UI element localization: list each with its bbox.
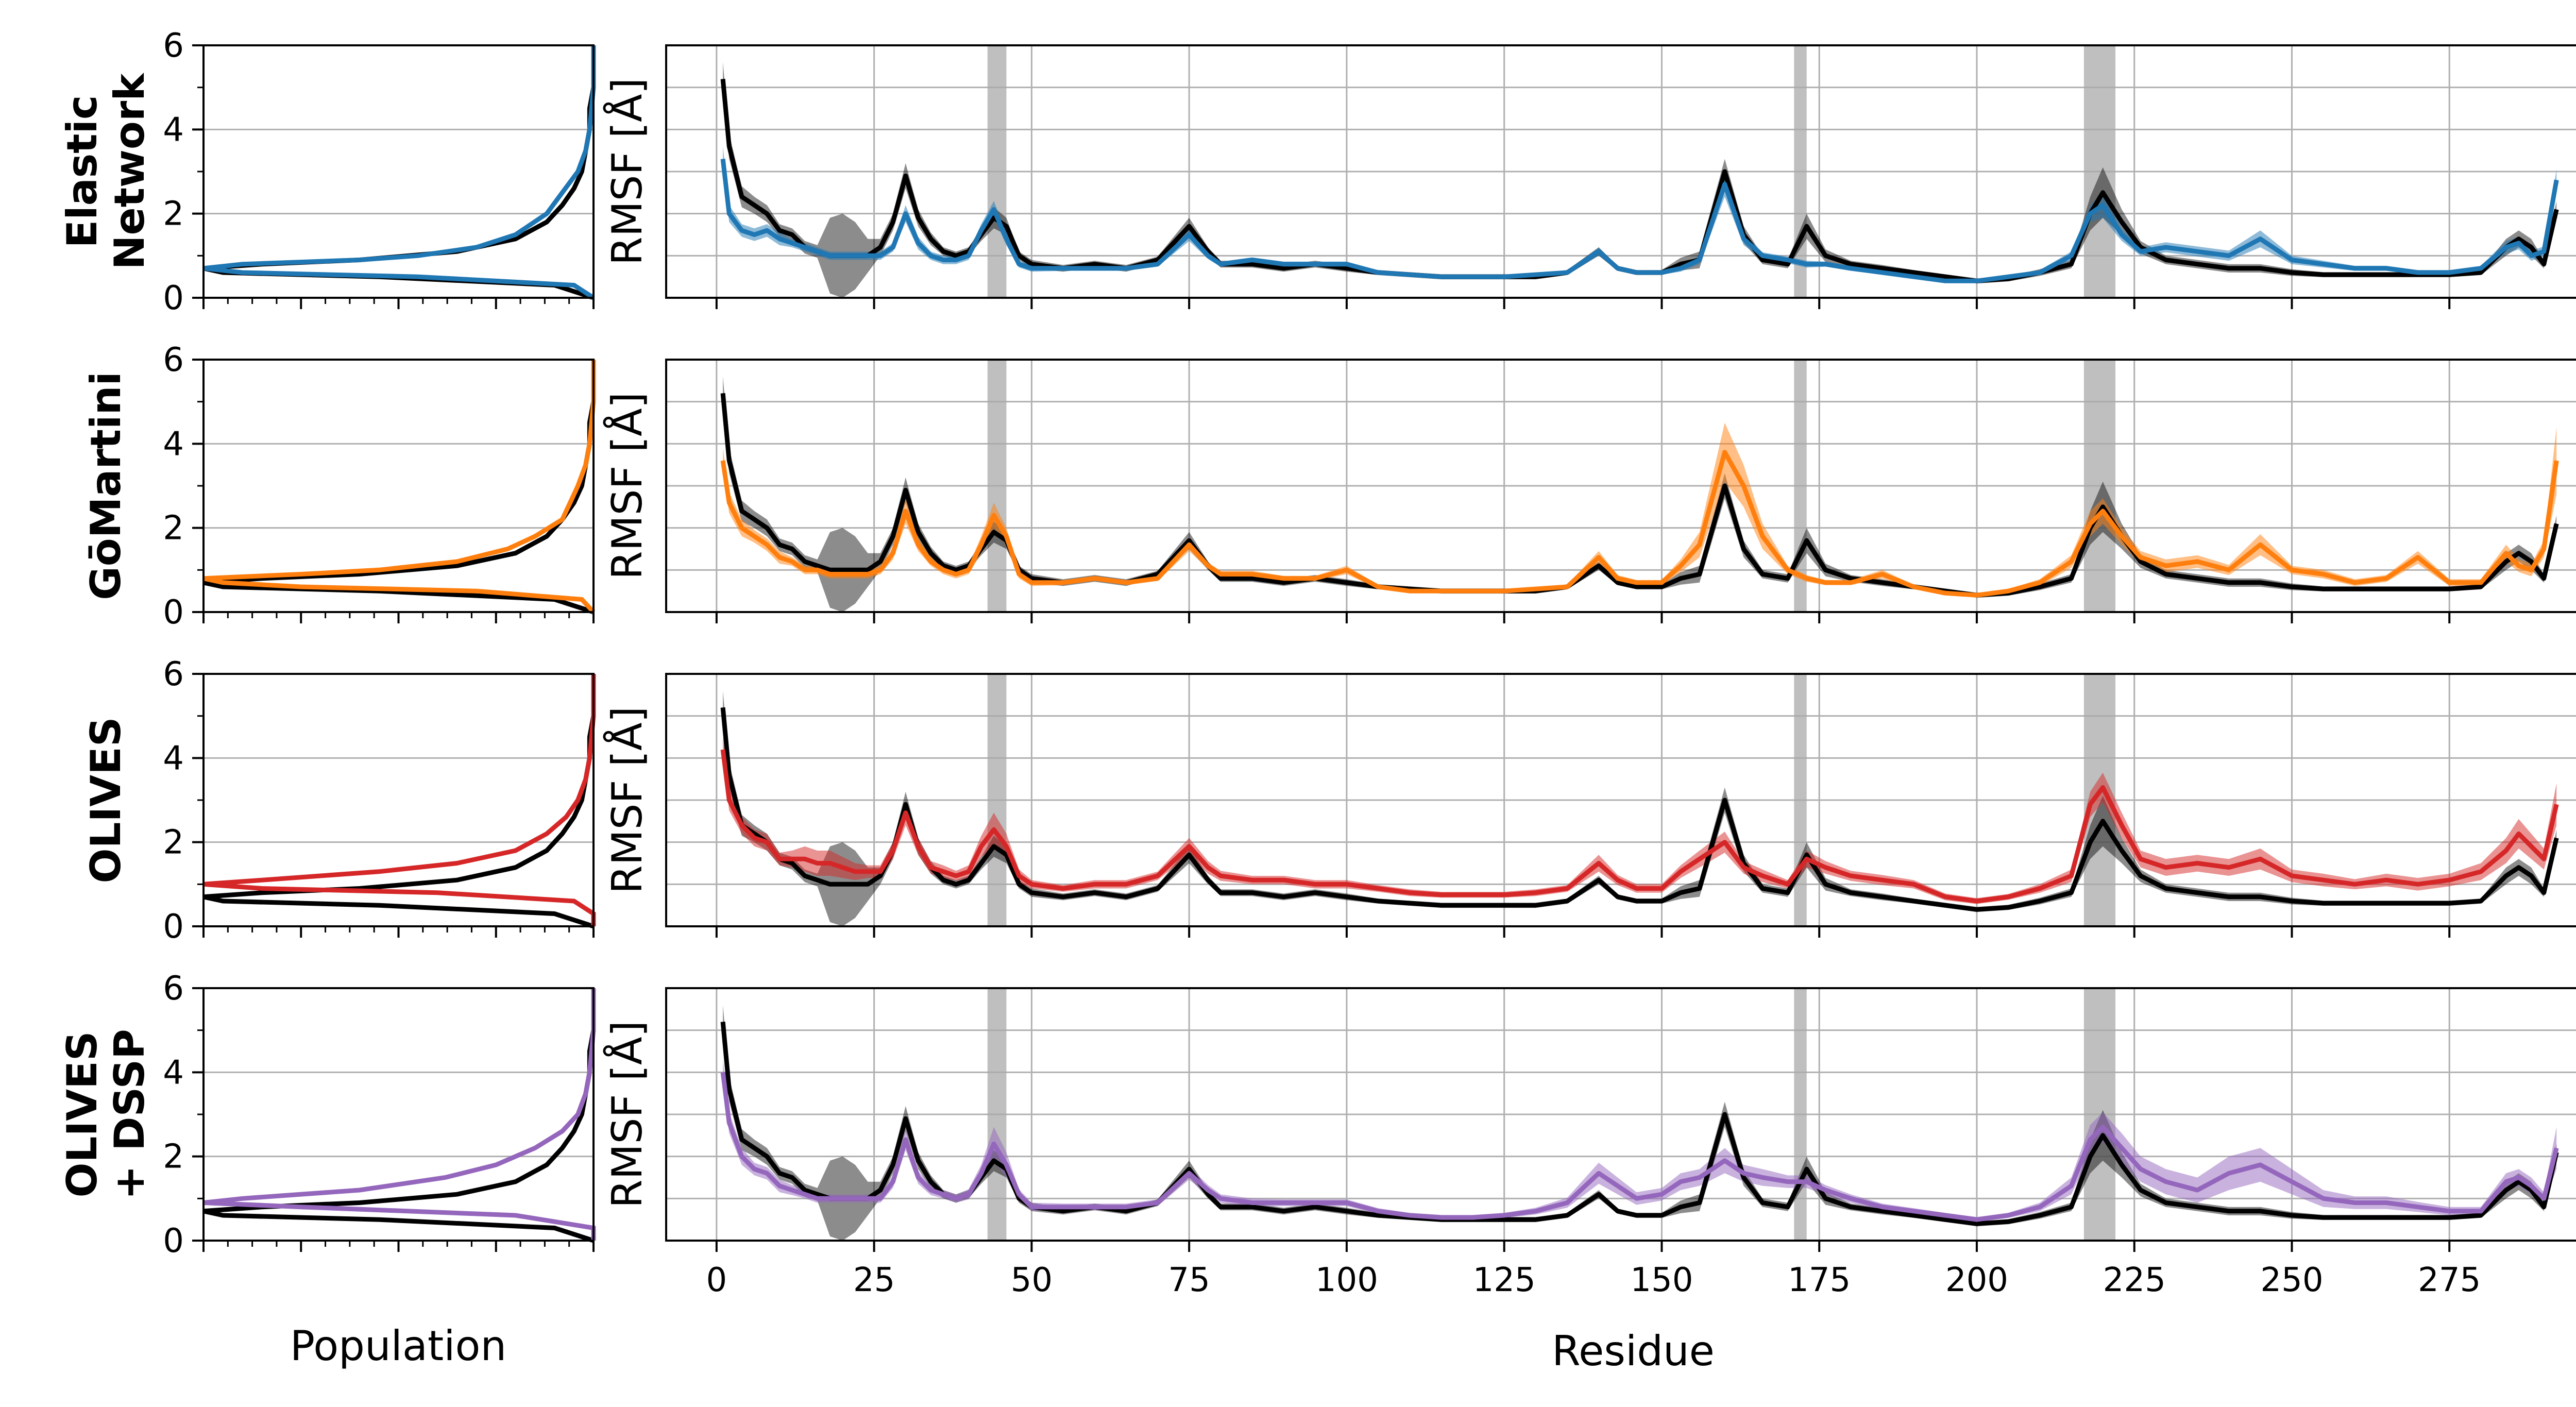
population-model-line xyxy=(203,674,596,926)
reference-band xyxy=(723,690,2557,926)
panel-3: 0246OLIVES0246RMSF [Å] xyxy=(82,655,2576,946)
panel-1: 0246ElasticNetwork0246RMSF [Å] xyxy=(58,27,2576,317)
population-ytick-label: 6 xyxy=(163,655,184,693)
reference-line xyxy=(720,1021,2559,1226)
rmsf-ylabel: RMSF [Å] xyxy=(603,1021,651,1208)
highlight-band xyxy=(987,45,1007,298)
highlight-band xyxy=(1794,45,1807,298)
population-reference-line xyxy=(203,45,596,300)
main-xtick-label: 300 xyxy=(2575,1261,2576,1299)
model-line xyxy=(720,749,2559,904)
population-model-line xyxy=(203,45,596,300)
highlight-band xyxy=(1794,674,1807,926)
row-title-line: OLIVES xyxy=(58,1031,106,1198)
population-ytick-label: 6 xyxy=(163,970,184,1008)
main-axes-frame xyxy=(665,44,2576,299)
row-title-line: + DSSP xyxy=(106,1029,154,1200)
main-axes-frame xyxy=(665,987,2576,1242)
row-title: OLIVES xyxy=(82,717,130,884)
row-title-line: Network xyxy=(106,73,154,270)
row-title-line: Elastic xyxy=(58,95,106,248)
population-ytick-label: 4 xyxy=(163,425,184,463)
highlight-band xyxy=(2083,988,2116,1241)
population-ytick-label: 2 xyxy=(163,824,184,862)
population-ytick-label: 2 xyxy=(163,195,184,233)
main-xtick-label: 275 xyxy=(2418,1261,2481,1299)
main-xtick-label: 225 xyxy=(2103,1261,2166,1299)
highlight-band xyxy=(987,360,1007,612)
main-xtick-label: 0 xyxy=(706,1261,727,1299)
panels-layer: 0246ElasticNetwork0246RMSF [Å]0246GōMart… xyxy=(58,27,2576,1299)
main-xtick-label: 125 xyxy=(1473,1261,1536,1299)
rmsf-ylabel: RMSF [Å] xyxy=(603,706,651,894)
population-ytick-label: 2 xyxy=(163,1138,184,1176)
population-reference-line xyxy=(203,988,596,1243)
population-ytick-label: 0 xyxy=(163,908,184,946)
population-model-line xyxy=(203,988,596,1241)
highlight-band xyxy=(1794,988,1807,1241)
main-xtick-label: 150 xyxy=(1630,1261,1693,1299)
residue-xlabel: Residue xyxy=(1552,1327,1715,1375)
row-title: GōMartini xyxy=(82,371,130,600)
population-ytick-label: 0 xyxy=(163,1222,184,1260)
population-axes-frame xyxy=(202,987,595,1242)
main-xtick-label: 25 xyxy=(853,1261,895,1299)
population-ytick-label: 6 xyxy=(163,341,184,379)
population-ytick-label: 4 xyxy=(163,111,184,149)
rmsf-ylabel: RMSF [Å] xyxy=(603,78,651,265)
highlight-band xyxy=(2083,360,2116,612)
main-axes-frame xyxy=(665,359,2576,613)
model-band xyxy=(723,737,2557,904)
main-xtick-label: 100 xyxy=(1315,1261,1378,1299)
main-axes-frame xyxy=(665,673,2576,927)
model-line xyxy=(720,158,2559,283)
row-title-line: GōMartini xyxy=(82,371,130,600)
population-ytick-label: 0 xyxy=(163,279,184,317)
population-ytick-label: 0 xyxy=(163,594,184,632)
main-xtick-label: 200 xyxy=(1945,1261,2008,1299)
row-title: OLIVES+ DSSP xyxy=(58,1029,154,1200)
row-title: ElasticNetwork xyxy=(58,73,154,270)
population-xlabel: Population xyxy=(290,1322,506,1370)
main-xtick-label: 50 xyxy=(1011,1261,1053,1299)
highlight-band xyxy=(2083,45,2116,298)
main-xtick-label: 250 xyxy=(2260,1261,2323,1299)
population-axes-frame xyxy=(202,44,595,299)
main-xtick-label: 75 xyxy=(1168,1261,1210,1299)
population-ytick-label: 6 xyxy=(163,27,184,65)
highlight-band xyxy=(987,674,1007,926)
population-ytick-label: 2 xyxy=(163,510,184,548)
population-ytick-label: 4 xyxy=(163,1054,184,1092)
panel-2: 0246GōMartini0246RMSF [Å] xyxy=(82,341,2576,632)
highlight-band xyxy=(987,988,1007,1241)
population-model-line xyxy=(203,360,596,614)
model-line xyxy=(720,450,2559,598)
rmsf-ylabel: RMSF [Å] xyxy=(603,392,651,580)
row-title-line: OLIVES xyxy=(82,717,130,884)
model-line xyxy=(720,1072,2559,1222)
population-ytick-label: 4 xyxy=(163,739,184,777)
main-xtick-label: 175 xyxy=(1788,1261,1851,1299)
